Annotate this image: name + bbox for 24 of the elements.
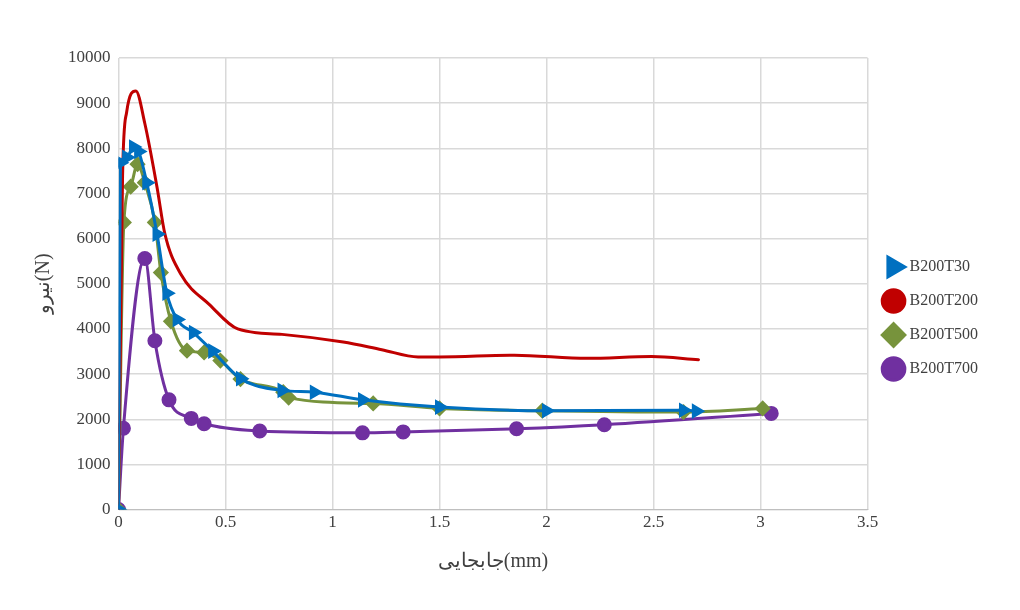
y-tick-label: 3000	[76, 363, 111, 383]
y-tick-label: 2000	[76, 408, 111, 428]
y-tick-label: 10000	[68, 47, 111, 67]
x-axis-title: جابجایی(mm)	[437, 549, 549, 573]
y-axis-title: نیرو(N)	[31, 253, 55, 316]
x-tick-label: 3	[756, 512, 765, 532]
x-tick-label: 1	[328, 512, 337, 532]
y-tick-label: 5000	[76, 273, 111, 293]
y-tick-label: 4000	[76, 318, 111, 338]
x-tick-label: 2.5	[642, 512, 665, 532]
y-tick-label: 9000	[76, 92, 111, 112]
y-tick-label: 6000	[76, 228, 111, 248]
y-tick-label: 7000	[76, 182, 111, 202]
legend-label: B200T700	[909, 359, 979, 377]
legend-label: B200T30	[909, 257, 971, 275]
y-tick-label: 0	[102, 499, 111, 519]
legend-label: B200T200	[909, 291, 979, 309]
legend-label: B200T500	[909, 325, 979, 343]
x-tick-label: 0.5	[214, 512, 237, 532]
x-tick-label: 1.5	[428, 512, 451, 532]
y-tick-label: 8000	[76, 137, 111, 157]
x-tick-label: 3.5	[856, 512, 879, 532]
y-tick-label: 1000	[76, 453, 111, 473]
x-tick-label: 2	[542, 512, 551, 532]
